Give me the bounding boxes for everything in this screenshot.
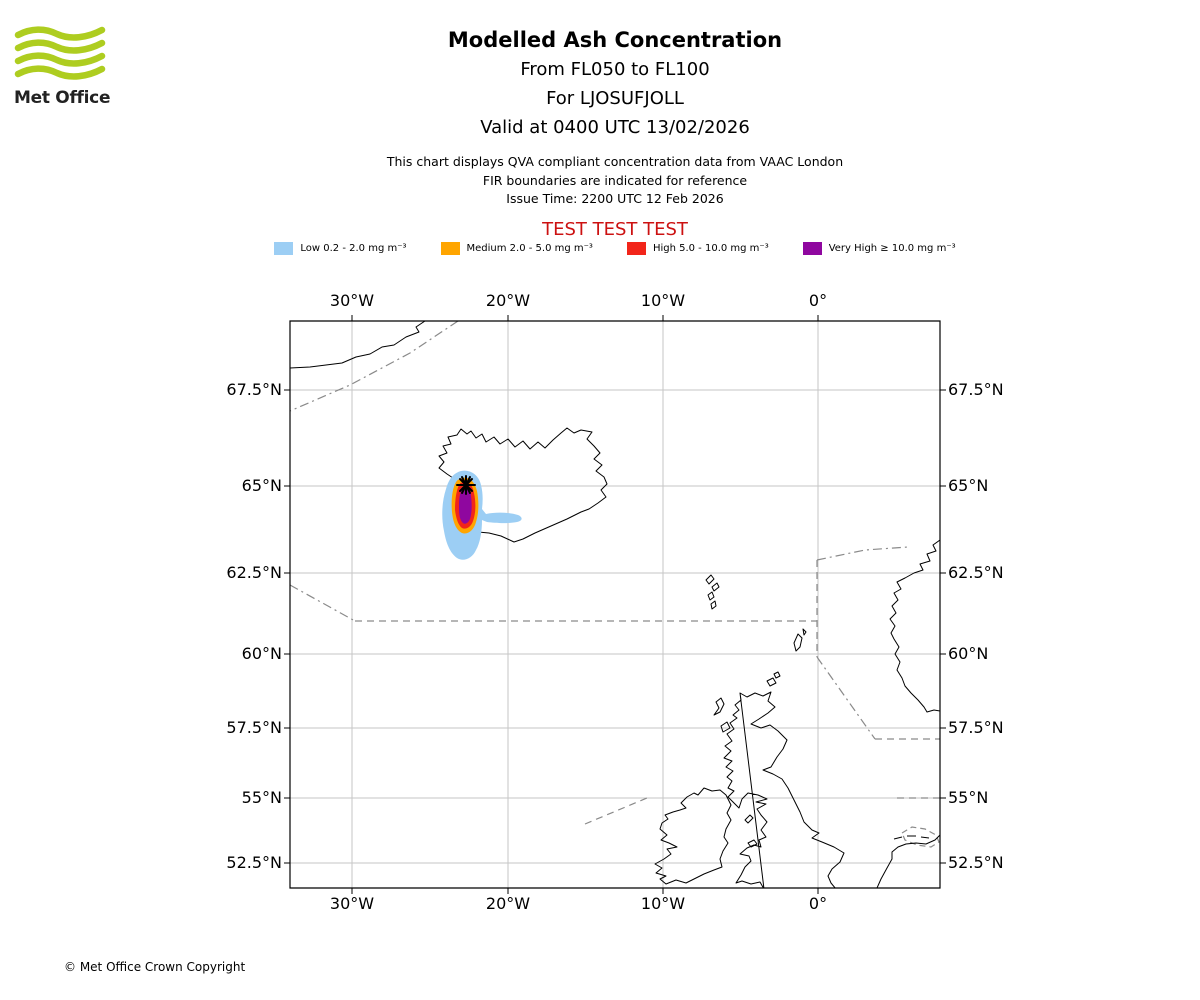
y-tick-label-right: 52.5°N — [948, 853, 1004, 872]
coast-netherlands — [877, 835, 940, 888]
met-office-logo-waves-icon — [14, 26, 106, 82]
coast-ireland — [655, 788, 731, 884]
fir-norway-upper — [817, 547, 908, 560]
y-tick-label-right: 67.5°N — [948, 380, 1004, 399]
x-tick-label-top: 30°W — [329, 291, 375, 310]
met-office-logo-text: Met Office — [14, 88, 111, 108]
gridlines — [290, 321, 940, 888]
subtitle-valid-time: Valid at 0400 UTC 13/02/2026 — [480, 117, 750, 138]
y-tick-label-left: 65°N — [241, 476, 282, 495]
note-issue-time: Issue Time: 2200 UTC 12 Feb 2026 — [506, 191, 724, 206]
met-office-logo: Met Office — [14, 26, 124, 108]
coast-hebrides — [714, 698, 730, 732]
x-tick-label-bottom: 20°W — [485, 894, 531, 913]
volcano-marker-icon — [457, 476, 475, 494]
y-tick-label-left: 67.5°N — [226, 380, 282, 399]
legend-item-high: High 5.0 - 10.0 mg m⁻³ — [626, 242, 769, 255]
y-tick-label-right: 55°N — [948, 788, 989, 807]
test-banner: TEST TEST TEST — [542, 219, 688, 240]
y-tick-label-left: 55°N — [241, 788, 282, 807]
chart-title: Modelled Ash Concentration — [447, 28, 783, 52]
ash-plume-very-high — [459, 485, 472, 524]
copyright-text: © Met Office Crown Copyright — [64, 960, 246, 974]
y-tick-label-right: 60°N — [948, 644, 989, 663]
coast-iceland — [439, 428, 607, 542]
fir-shanwick — [585, 798, 647, 824]
legend-swatch-low — [274, 242, 294, 255]
note-qva: This chart displays QVA compliant concen… — [386, 154, 844, 169]
coast-orkney — [767, 672, 780, 686]
fir-german-bight — [902, 827, 939, 847]
fir-greenland — [290, 321, 458, 411]
title-block: Modelled Ash Concentration From FL050 to… — [30, 28, 1200, 240]
x-tick-label-bottom: 0° — [808, 894, 828, 913]
y-tick-label-left: 62.5°N — [226, 563, 282, 582]
note-fir: FIR boundaries are indicated for referen… — [482, 172, 748, 188]
legend-item-low: Low 0.2 - 2.0 mg m⁻³ — [274, 242, 407, 255]
x-tick-label-top: 20°W — [485, 291, 531, 310]
coast-wadden-islands — [894, 836, 929, 839]
coast-anglesey — [748, 840, 757, 847]
legend: Low 0.2 - 2.0 mg m⁻³ Medium 2.0 - 5.0 mg… — [140, 242, 1090, 255]
x-tick-label-top: 0° — [808, 291, 828, 310]
y-tick-label-left: 60°N — [241, 644, 282, 663]
fir-boundaries — [290, 321, 940, 847]
y-tick-label-right: 62.5°N — [948, 563, 1004, 582]
fir-norway-diagonal — [817, 657, 875, 739]
coastlines — [290, 321, 940, 889]
map-canvas — [290, 321, 940, 888]
coast-isle-of-man — [745, 815, 753, 823]
legend-label-high: High 5.0 - 10.0 mg m⁻³ — [652, 243, 769, 254]
axis-ticks — [284, 315, 946, 894]
y-tick-label-right: 57.5°N — [948, 718, 1004, 737]
legend-label-medium: Medium 2.0 - 5.0 mg m⁻³ — [466, 243, 593, 254]
fir-reykjavik-west — [290, 585, 355, 621]
x-tick-label-bottom: 10°W — [640, 894, 686, 913]
coast-faroes — [706, 575, 719, 609]
legend-swatch-high — [626, 242, 646, 255]
subtitle-flight-levels: From FL050 to FL100 — [520, 59, 710, 80]
legend-item-very-high: Very High ≥ 10.0 mg m⁻³ — [802, 242, 956, 255]
y-tick-label-left: 57.5°N — [226, 718, 282, 737]
map — [290, 321, 940, 888]
coast-great-britain — [724, 692, 844, 889]
y-tick-label-left: 52.5°N — [226, 853, 282, 872]
x-tick-label-top: 10°W — [640, 291, 686, 310]
legend-label-very-high: Very High ≥ 10.0 mg m⁻³ — [828, 243, 956, 254]
map-frame — [290, 321, 940, 888]
legend-item-medium: Medium 2.0 - 5.0 mg m⁻³ — [440, 242, 593, 255]
y-tick-label-right: 65°N — [948, 476, 989, 495]
legend-swatch-very-high — [802, 242, 822, 255]
notes-block: This chart displays QVA compliant concen… — [30, 154, 1200, 206]
legend-swatch-medium — [440, 242, 460, 255]
coast-norway — [890, 540, 940, 712]
coast-shetland — [794, 629, 806, 651]
ash-plume — [442, 470, 522, 560]
coast-greenland — [290, 321, 425, 368]
x-tick-label-bottom: 30°W — [329, 894, 375, 913]
legend-label-low: Low 0.2 - 2.0 mg m⁻³ — [300, 243, 407, 254]
subtitle-volcano: For LJOSUFJOLL — [546, 88, 684, 109]
